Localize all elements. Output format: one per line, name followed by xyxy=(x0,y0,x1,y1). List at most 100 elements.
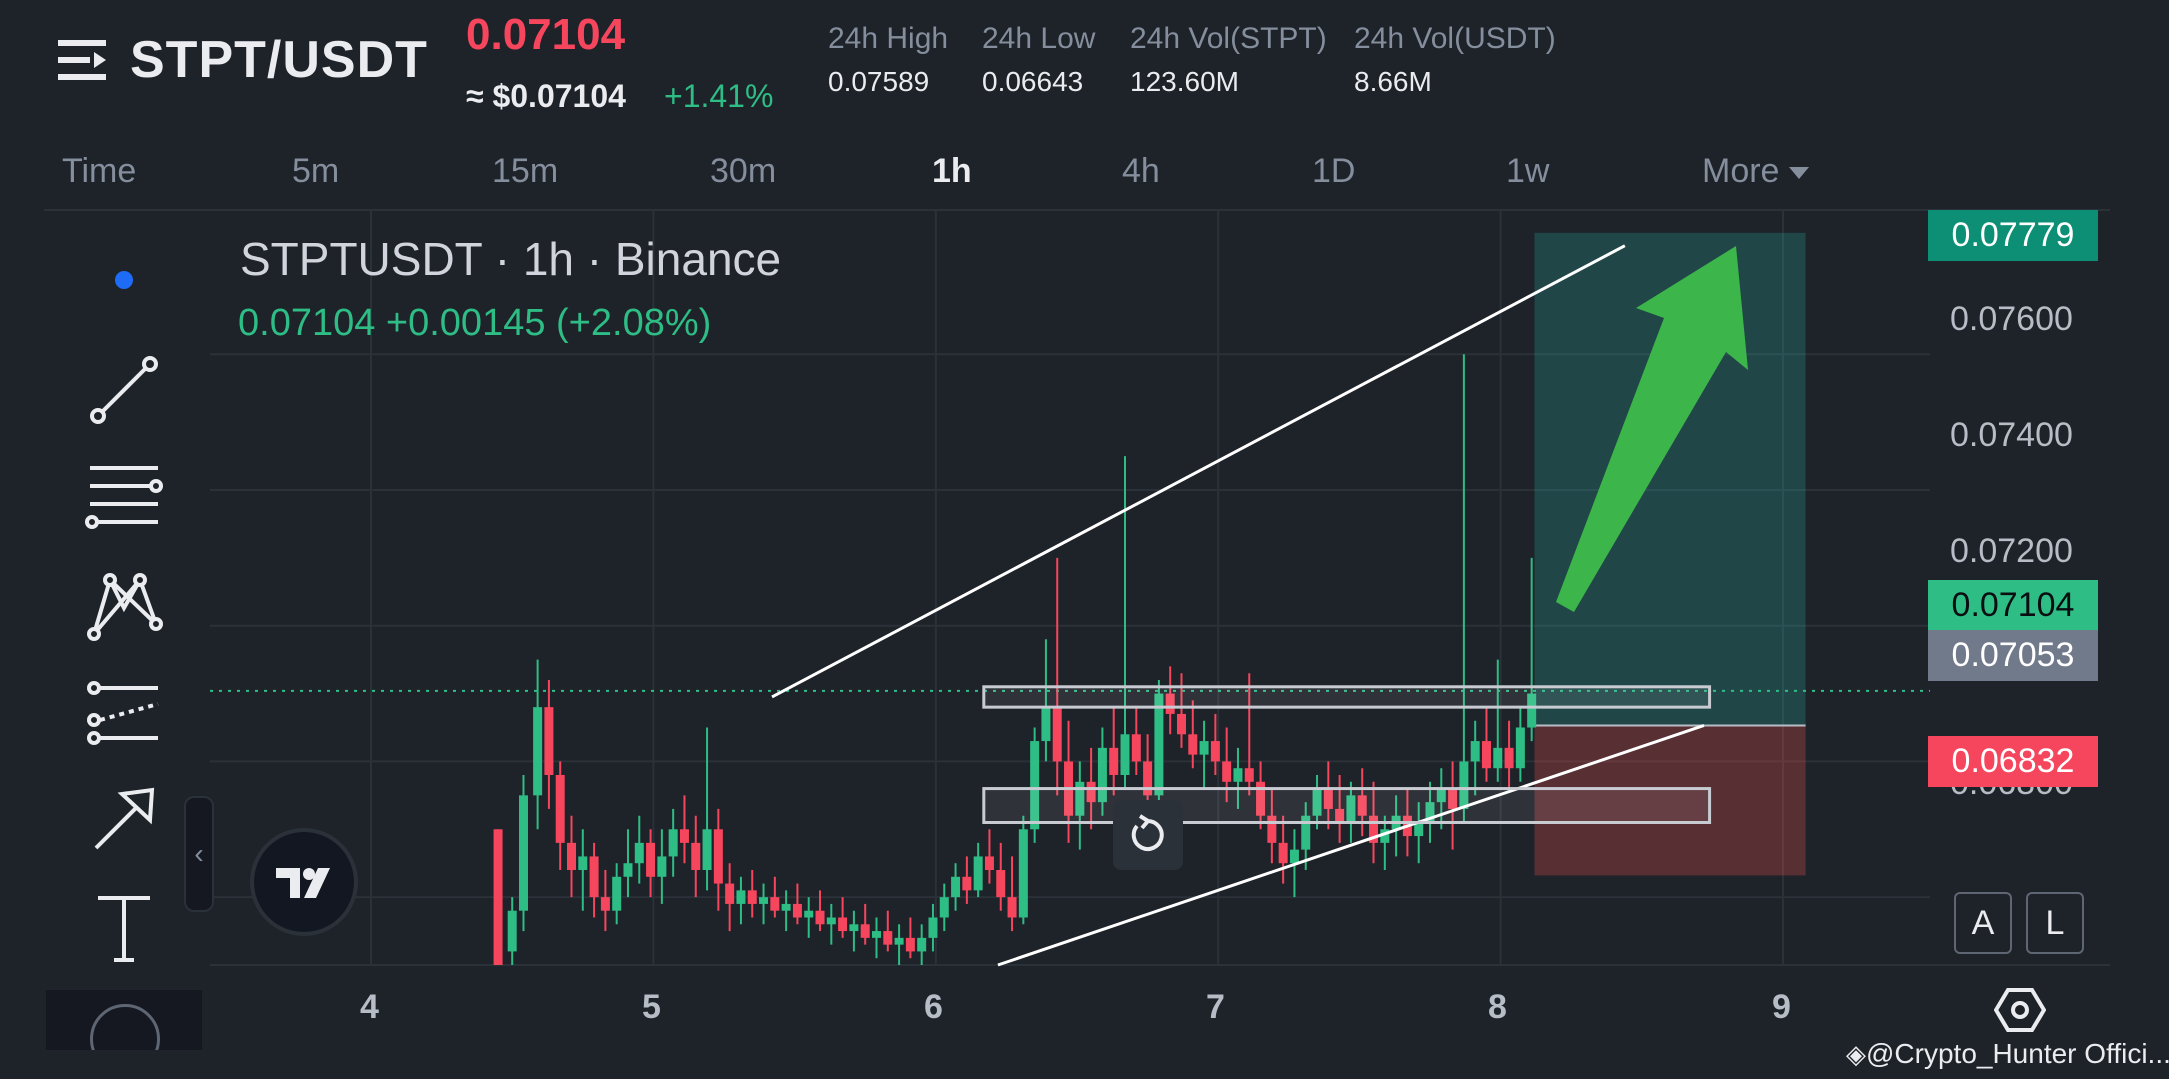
candle-body xyxy=(984,856,994,870)
candle-body xyxy=(1086,781,1096,803)
candle-body xyxy=(725,883,735,904)
candle-body xyxy=(567,842,577,870)
stat-label-24h-vol-usdt: 24h Vol(USDT) xyxy=(1354,22,1556,55)
candle-body xyxy=(1199,741,1209,755)
stat-value-24h-high: 0.07589 xyxy=(828,66,930,97)
candle-body xyxy=(702,829,712,870)
candle-body xyxy=(612,876,622,911)
tab-1w[interactable]: 1w xyxy=(1506,152,1550,190)
candle-body xyxy=(1380,829,1390,843)
trendline-tool-icon[interactable] xyxy=(80,346,168,434)
target-zone xyxy=(1534,232,1806,726)
watermark-text: @Crypto_Hunter Offici... xyxy=(1866,1038,2169,1069)
tab-1h[interactable]: 1h xyxy=(932,152,972,190)
tab-15m[interactable]: 15m xyxy=(492,152,559,190)
channel-tool-icon[interactable] xyxy=(80,668,168,756)
candle-body xyxy=(1109,747,1119,775)
log-scale-button[interactable]: L xyxy=(2026,892,2084,954)
candle-body xyxy=(815,910,825,925)
candle-body xyxy=(1425,802,1435,823)
tradingview-logo xyxy=(250,828,358,936)
reset-icon xyxy=(1131,814,1164,851)
candle-body xyxy=(1402,815,1412,837)
text-tool-icon[interactable] xyxy=(80,884,168,972)
candle-body xyxy=(713,829,723,884)
more-tools-panel[interactable] xyxy=(46,990,202,1050)
candle-body xyxy=(1120,734,1130,775)
candle-body xyxy=(1391,815,1401,830)
stat-label-24h-low: 24h Low xyxy=(982,22,1096,55)
pattern-tool-icon[interactable] xyxy=(80,560,168,648)
tradingview-logo-icon xyxy=(276,868,330,898)
more-label: More xyxy=(1702,152,1780,190)
candle-body xyxy=(917,937,927,952)
tab-30m[interactable]: 30m xyxy=(710,152,777,190)
candle-body xyxy=(1301,815,1311,850)
stop-zone xyxy=(1534,725,1806,876)
candle-body xyxy=(1470,741,1480,762)
tab-4h[interactable]: 4h xyxy=(1122,152,1160,190)
candle-body xyxy=(1346,795,1356,823)
candle-body xyxy=(600,897,610,911)
candle-body xyxy=(1052,707,1062,762)
time-axis-label: 9 xyxy=(1772,988,1791,1026)
candle-body xyxy=(1176,713,1186,735)
chart-settings-icon[interactable] xyxy=(1994,984,2046,1036)
candle-body xyxy=(770,897,780,911)
more-dropdown[interactable]: More xyxy=(1702,152,1810,191)
candle-body xyxy=(1064,761,1074,816)
tab-time[interactable]: Time xyxy=(62,152,137,190)
candle-body xyxy=(1515,727,1525,769)
stat-value-24h-low: 0.06643 xyxy=(982,66,1084,97)
candle-body xyxy=(838,917,848,932)
candle-body xyxy=(555,775,565,843)
time-axis-label: 6 xyxy=(924,988,943,1026)
change-percent: +1.41% xyxy=(664,78,774,114)
annotation-lines xyxy=(771,244,1748,967)
time-axis-label: 8 xyxy=(1488,988,1507,1026)
candle-body xyxy=(962,876,972,891)
menu-icon[interactable] xyxy=(56,36,108,84)
time-axis-label: 5 xyxy=(642,988,661,1026)
candle-body xyxy=(1323,788,1333,809)
candle-body xyxy=(544,707,554,775)
candle-body xyxy=(1256,781,1266,816)
candle-body xyxy=(894,937,904,945)
candle-body xyxy=(518,795,528,911)
candle-body xyxy=(792,903,802,918)
candle-body xyxy=(1030,741,1040,830)
candle-body xyxy=(1165,693,1175,714)
resistance-box xyxy=(982,685,1712,709)
candle-body xyxy=(1414,822,1424,837)
stat-value-24h-vol-usdt: 8.66M xyxy=(1354,66,1432,97)
candle-body xyxy=(736,890,746,904)
candle-body xyxy=(1244,768,1254,782)
fib-lines-tool-icon[interactable] xyxy=(80,452,168,540)
binance-diamond-icon: ◈ xyxy=(1846,1039,1866,1069)
arrow-tool-icon[interactable] xyxy=(80,776,168,864)
candle-body xyxy=(1188,734,1198,755)
candle-body xyxy=(1289,849,1299,864)
candle-body xyxy=(533,707,543,796)
candle-body xyxy=(747,890,757,904)
candle-body xyxy=(1527,693,1537,728)
dot-tool-icon[interactable] xyxy=(80,236,168,324)
candle-body xyxy=(1075,781,1085,816)
candle-body xyxy=(1154,693,1164,796)
candle-body xyxy=(1278,842,1288,864)
tab-5m[interactable]: 5m xyxy=(292,152,340,190)
candle-body xyxy=(1222,761,1232,782)
trendline xyxy=(997,724,1705,967)
candles xyxy=(493,354,1537,965)
candle-body xyxy=(860,924,870,938)
pair-title[interactable]: STPT/USDT xyxy=(130,31,428,89)
auto-scale-button[interactable]: A xyxy=(1954,892,2012,954)
candle-body xyxy=(928,917,938,938)
tab-1d[interactable]: 1D xyxy=(1312,152,1356,190)
target-price-tag: 0.07779 xyxy=(1928,210,2098,261)
reset-chart-button[interactable] xyxy=(1113,800,1183,870)
candle-body xyxy=(1097,747,1107,803)
price-axis-label: 0.07600 xyxy=(1950,300,2073,338)
collapse-toolbar-button[interactable]: ‹ xyxy=(184,796,214,912)
price-axis-label: 0.07400 xyxy=(1950,416,2073,454)
